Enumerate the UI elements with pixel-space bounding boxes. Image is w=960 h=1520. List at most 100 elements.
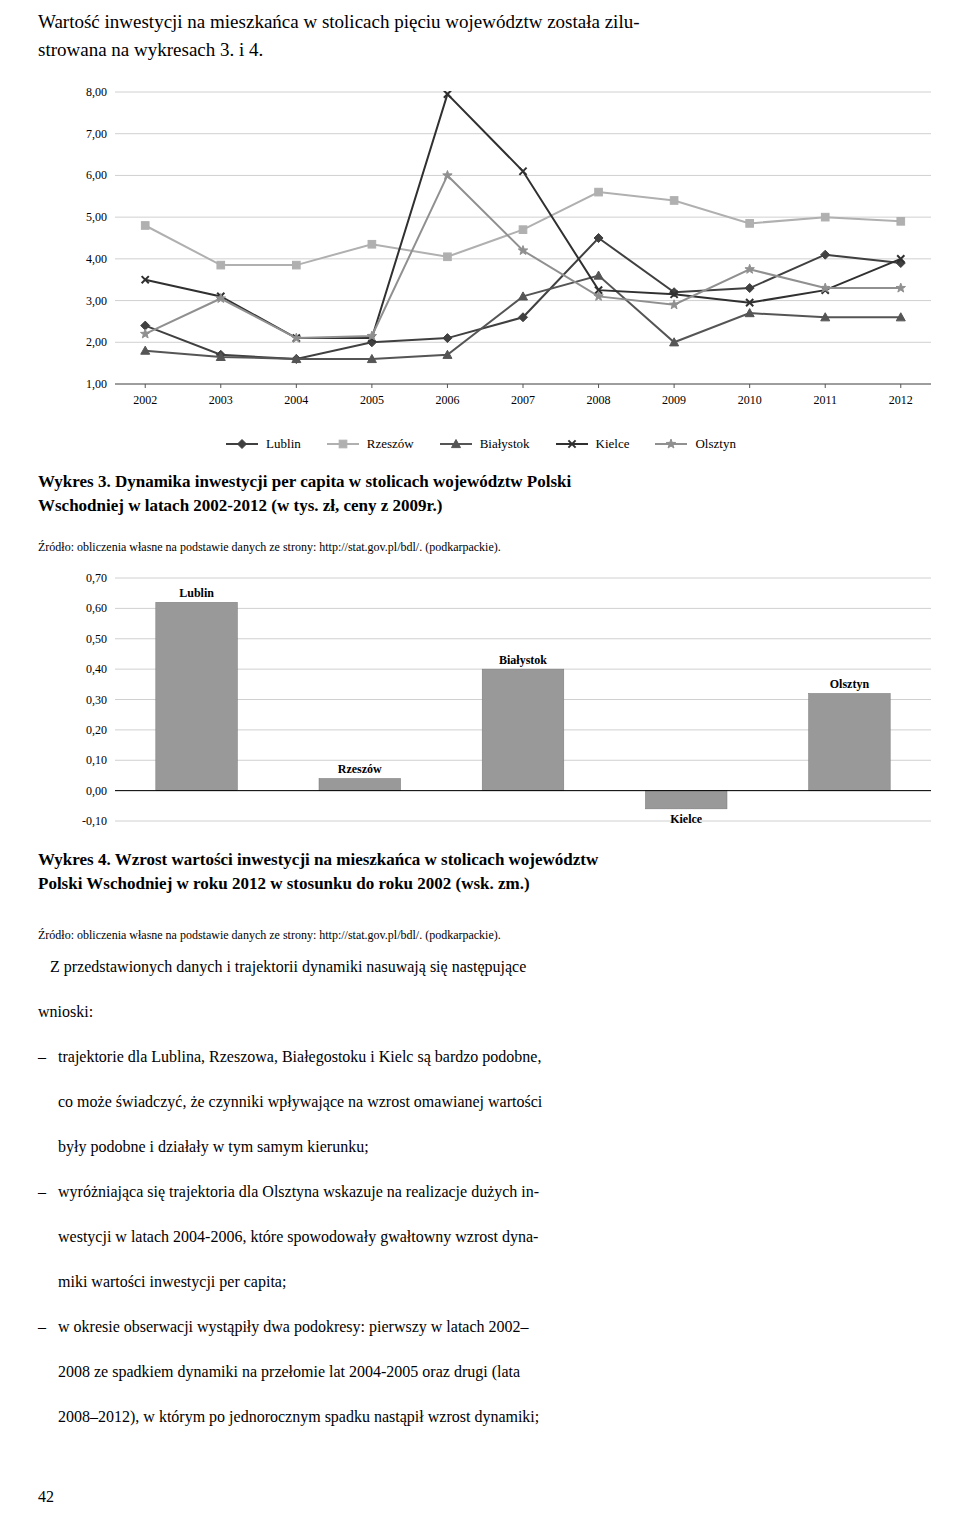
grid-line [115, 92, 931, 93]
point [671, 291, 678, 298]
grid-line [115, 342, 931, 343]
y-axis: -0,100,000,100,200,300,400,500,600,70 [82, 571, 931, 828]
body-line: – w okresie obserwacji wystąpiły dwa pod… [38, 1318, 931, 1336]
bar [482, 669, 564, 791]
x-tick [296, 384, 297, 388]
legend-swatch [224, 437, 260, 451]
x-tick [674, 384, 675, 388]
legend-marker [339, 440, 347, 448]
x-tick-label: 2009 [662, 393, 686, 407]
x-tick [220, 384, 221, 388]
point [746, 220, 754, 228]
chart-title: Wykres 4. Wzrost wartości inwestycji na … [38, 848, 931, 896]
y-tick-label: 0,30 [86, 693, 107, 707]
point [141, 329, 150, 338]
body-line: westycji w latach 2004-2006, które spowo… [38, 1228, 931, 1246]
body-line: co może świadczyć, że czynniki wpływając… [38, 1093, 931, 1111]
legend-label: Rzeszów [367, 436, 414, 452]
y-tick-label: 0,60 [86, 601, 107, 615]
point [670, 197, 678, 205]
grid-line [115, 258, 931, 259]
body-line: wnioski: [38, 1003, 931, 1021]
point [292, 354, 301, 362]
bar [645, 791, 727, 809]
grid-line [115, 821, 931, 822]
legend-marker [568, 440, 575, 447]
point [216, 352, 225, 360]
heading: Wartość inwestycji na mieszkańca w stoli… [38, 8, 931, 63]
point [443, 350, 452, 358]
x-axis: 2002200320042005200620072008200920102011… [133, 384, 913, 407]
series [141, 170, 906, 342]
point [821, 283, 830, 292]
point [292, 333, 301, 342]
legend-label: Kielce [596, 436, 630, 452]
y-tick-label: 1,00 [86, 377, 107, 391]
grid-line [115, 578, 931, 579]
x-tick [523, 384, 524, 388]
plot-marks [141, 91, 906, 363]
series-line [145, 175, 901, 338]
legend-swatch [325, 437, 361, 451]
body-line: Z przedstawionych danych i trajektorii d… [38, 958, 931, 976]
y-tick-label: 0,10 [86, 753, 107, 767]
point [745, 264, 754, 273]
x-tick-label: 2003 [209, 393, 233, 407]
x-tick [447, 384, 448, 388]
bar-labels: LublinRzeszówBiałystokKielceOlsztyn [179, 586, 869, 826]
series-line [145, 238, 901, 359]
point [896, 283, 905, 292]
y-tick-label: 3,00 [86, 294, 107, 308]
x-tick-label: 2008 [587, 393, 611, 407]
point [519, 226, 527, 234]
point [368, 240, 376, 248]
legend-swatch [653, 437, 689, 451]
y-tick-label: 0,70 [86, 571, 107, 585]
x-tick-label: 2010 [738, 393, 762, 407]
y-tick-label: 5,00 [86, 210, 107, 224]
category-label: Rzeszów [338, 762, 382, 776]
grid-line [115, 175, 931, 176]
body-line: miki wartości inwestycji per capita; [38, 1273, 931, 1291]
legend-label: Olsztyn [695, 436, 735, 452]
page-number: 42 [38, 1488, 54, 1506]
point [519, 168, 526, 175]
y-tick-label: 4,00 [86, 252, 107, 266]
page: Wartość inwestycji na mieszkańca w stoli… [0, 0, 960, 1520]
legend-entry: Białystok [438, 436, 530, 452]
body-line: 2008 ze spadkiem dynamiki na przełomie l… [38, 1363, 931, 1381]
point [745, 284, 754, 293]
category-label: Olsztyn [830, 677, 870, 691]
legend-entry: Rzeszów [325, 436, 414, 452]
legend-marker [451, 439, 460, 447]
point [217, 261, 225, 269]
line-chart: 1,002,003,004,005,006,007,008,0020022003… [0, 80, 960, 420]
y-tick-label: 0,40 [86, 662, 107, 676]
bar-chart: -0,100,000,100,200,300,400,500,600,70Lub… [0, 568, 960, 845]
point [821, 250, 830, 259]
point [745, 309, 754, 317]
point [670, 338, 679, 346]
grid-line [115, 790, 931, 791]
point [746, 299, 753, 306]
point [443, 170, 452, 179]
y-tick-label: 7,00 [86, 127, 107, 141]
legend-label: Białystok [480, 436, 530, 452]
point [594, 234, 603, 243]
point [595, 188, 603, 196]
legend-swatch [554, 437, 590, 451]
point [594, 291, 603, 300]
point [443, 334, 452, 343]
x-tick-label: 2004 [284, 393, 308, 407]
legend-entry: Olsztyn [653, 436, 735, 452]
point [519, 313, 528, 322]
x-tick [900, 384, 901, 388]
series-line [145, 94, 901, 338]
y-tick-label: 8,00 [86, 85, 107, 99]
source-note: Źródło: obliczenia własne na podstawie d… [38, 928, 931, 943]
y-axis: 1,002,003,004,005,006,007,008,00 [86, 85, 931, 391]
point [142, 276, 149, 283]
legend-entry: Kielce [554, 436, 630, 452]
bar [319, 778, 401, 790]
x-tick [598, 384, 599, 388]
